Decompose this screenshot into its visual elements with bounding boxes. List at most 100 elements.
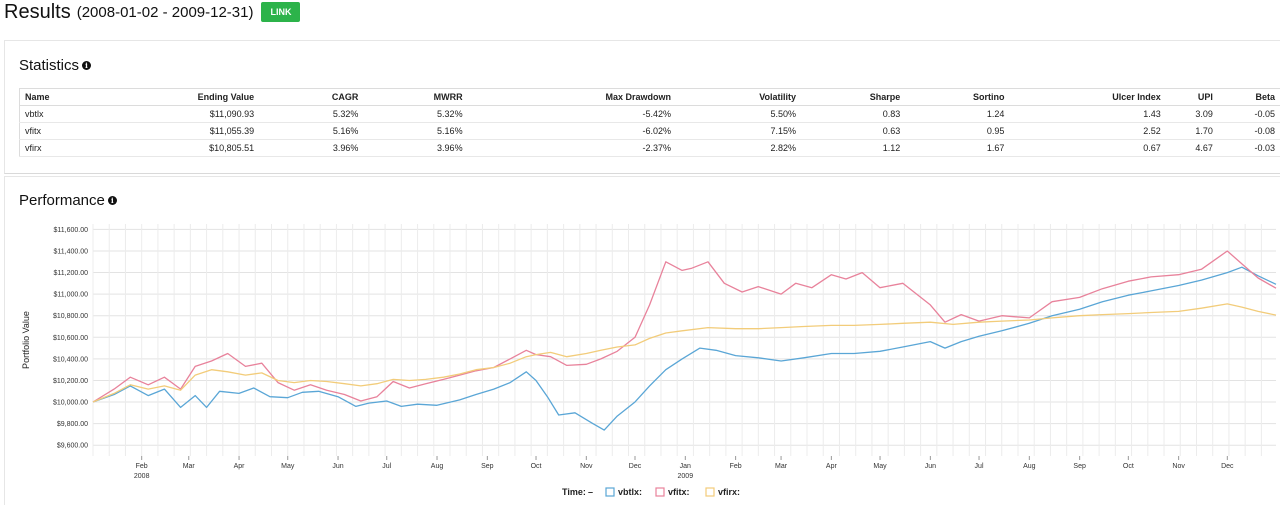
table-cell: 0.95 <box>905 122 1010 140</box>
x-tick-label: Sep <box>1073 463 1086 470</box>
x-tick-label: Apr <box>234 463 246 470</box>
x-tick-label: Feb <box>136 463 148 470</box>
table-cell: 2.82% <box>676 139 802 157</box>
series-line-vfirx <box>92 303 1277 403</box>
y-axis-title: Portfolio Value <box>21 311 31 369</box>
x-tick-label: May <box>873 463 887 470</box>
column-header: Ulcer Index <box>1009 88 1166 106</box>
y-tick-label: $11,200.00 <box>53 270 88 277</box>
x-tick-label: Mar <box>183 463 196 470</box>
legend-swatch-vfirx <box>705 487 715 497</box>
table-cell: 1.43 <box>1009 105 1166 123</box>
x-tick-label: May <box>281 463 295 470</box>
table-cell: 5.50% <box>676 105 802 123</box>
x-tick-label: Apr <box>826 463 838 470</box>
table-cell: -0.08 <box>1217 122 1280 140</box>
link-button[interactable]: LINK <box>261 2 301 22</box>
table-cell: 5.32% <box>259 105 364 123</box>
statistics-table: Name Ending Value CAGR MWRR Max Drawdown Vola… <box>19 88 1280 157</box>
column-header: Name <box>19 88 83 106</box>
table-cell: -0.05 <box>1217 105 1280 123</box>
x-tick-label: Dec <box>1221 463 1234 470</box>
results-header: Results (2008-01-02 - 2009-12-31) LINK <box>4 0 301 24</box>
column-header: Sharpe <box>801 88 906 106</box>
legend-time-label: Time: <box>562 487 586 497</box>
x-tick-label: Jun <box>925 463 936 470</box>
table-cell: -5.42% <box>467 105 676 123</box>
legend-time-value: – <box>588 487 593 497</box>
y-tick-label: $9,600.00 <box>57 443 88 450</box>
x-tick-label: Jun <box>332 463 343 470</box>
table-cell: vbtlx <box>19 105 83 123</box>
y-tick-label: $10,400.00 <box>53 356 88 363</box>
table-cell: $11,055.39 <box>82 122 260 140</box>
statistics-heading: Statistics i <box>19 57 92 74</box>
table-cell: $10,805.51 <box>82 139 260 157</box>
column-header: Sortino <box>905 88 1010 106</box>
x-tick-label: Feb <box>730 463 742 470</box>
table-cell: 0.63 <box>801 122 906 140</box>
series-line-vbtlx <box>92 266 1277 431</box>
performance-title: Performance <box>19 192 105 209</box>
table-cell: 1.12 <box>801 139 906 157</box>
date-range: (2008-01-02 - 2009-12-31) <box>76 3 254 21</box>
table-cell: 5.16% <box>259 122 364 140</box>
y-tick-label: $9,800.00 <box>57 421 88 428</box>
column-header: Volatility <box>676 88 802 106</box>
legend-label: vfirx: <box>718 487 740 497</box>
legend-swatch-vbtlx <box>605 487 615 497</box>
y-tick-label: $10,800.00 <box>53 313 88 320</box>
y-tick-label: $11,400.00 <box>53 248 88 255</box>
x-tick-label: Jul <box>975 463 984 470</box>
table-cell: -6.02% <box>467 122 676 140</box>
table-cell: 5.16% <box>363 122 468 140</box>
table-cell: 3.96% <box>363 139 468 157</box>
table-cell: 1.70 <box>1165 122 1218 140</box>
table-header-row: Name Ending Value CAGR MWRR Max Drawdown Vola… <box>19 88 1280 106</box>
x-tick-label: Aug <box>1023 463 1036 470</box>
column-header: CAGR <box>259 88 364 106</box>
page-title: Results <box>4 0 71 23</box>
column-header: UPI <box>1165 88 1218 106</box>
column-header: Ending Value <box>82 88 260 106</box>
column-header: Max Drawdown <box>467 88 676 106</box>
table-cell: 5.32% <box>363 105 468 123</box>
x-tick-label: Oct <box>531 463 542 470</box>
performance-heading: Performance i <box>19 192 117 209</box>
table-cell: vfirx <box>19 139 83 157</box>
statistics-panel: Statistics i Name Ending Value CAGR MWRR Max… <box>4 40 1280 174</box>
y-tick-label: $11,000.00 <box>53 292 88 299</box>
y-tick-label: $10,600.00 <box>53 335 88 342</box>
table-cell: 0.83 <box>801 105 906 123</box>
table-cell: 1.24 <box>905 105 1010 123</box>
table-cell: -2.37% <box>467 139 676 157</box>
x-tick-label: Oct <box>1123 463 1134 470</box>
table-cell: vfitx <box>19 122 83 140</box>
table-row: vfirx $10,805.51 3.96% 3.96% -2.37% 2.82% 1.12… <box>19 139 1280 157</box>
info-icon[interactable]: i <box>82 61 92 70</box>
x-tick-label: Jan <box>680 463 691 470</box>
legend-label: vfitx: <box>668 487 690 497</box>
x-tick-label: Mar <box>775 463 788 470</box>
x-tick-label: Jul <box>382 463 391 470</box>
table-cell: 3.09 <box>1165 105 1218 123</box>
column-header: MWRR <box>363 88 468 106</box>
y-tick-label: $10,000.00 <box>53 400 88 407</box>
info-icon[interactable]: i <box>107 196 117 205</box>
table-cell: 2.52 <box>1009 122 1166 140</box>
x-tick-label: Nov <box>580 463 593 470</box>
table-cell: 7.15% <box>676 122 802 140</box>
performance-panel: Performance i <box>4 176 1280 505</box>
x-tick-label: Sep <box>481 463 494 470</box>
table-cell: 4.67 <box>1165 139 1218 157</box>
y-tick-label: $10,200.00 <box>53 378 88 385</box>
legend-label: vbtlx: <box>618 487 642 497</box>
table-row: vbtlx $11,090.93 5.32% 5.32% -5.42% 5.50% 0.83… <box>19 105 1280 123</box>
table-cell: 3.96% <box>259 139 364 157</box>
table-row: vfitx $11,055.39 5.16% 5.16% -6.02% 7.15% 0.63… <box>19 122 1280 140</box>
legend-swatch-vfitx <box>655 487 665 497</box>
column-header: Beta <box>1217 88 1280 106</box>
x-tick-label: Aug <box>431 463 444 470</box>
y-tick-label: $11,600.00 <box>53 227 88 234</box>
